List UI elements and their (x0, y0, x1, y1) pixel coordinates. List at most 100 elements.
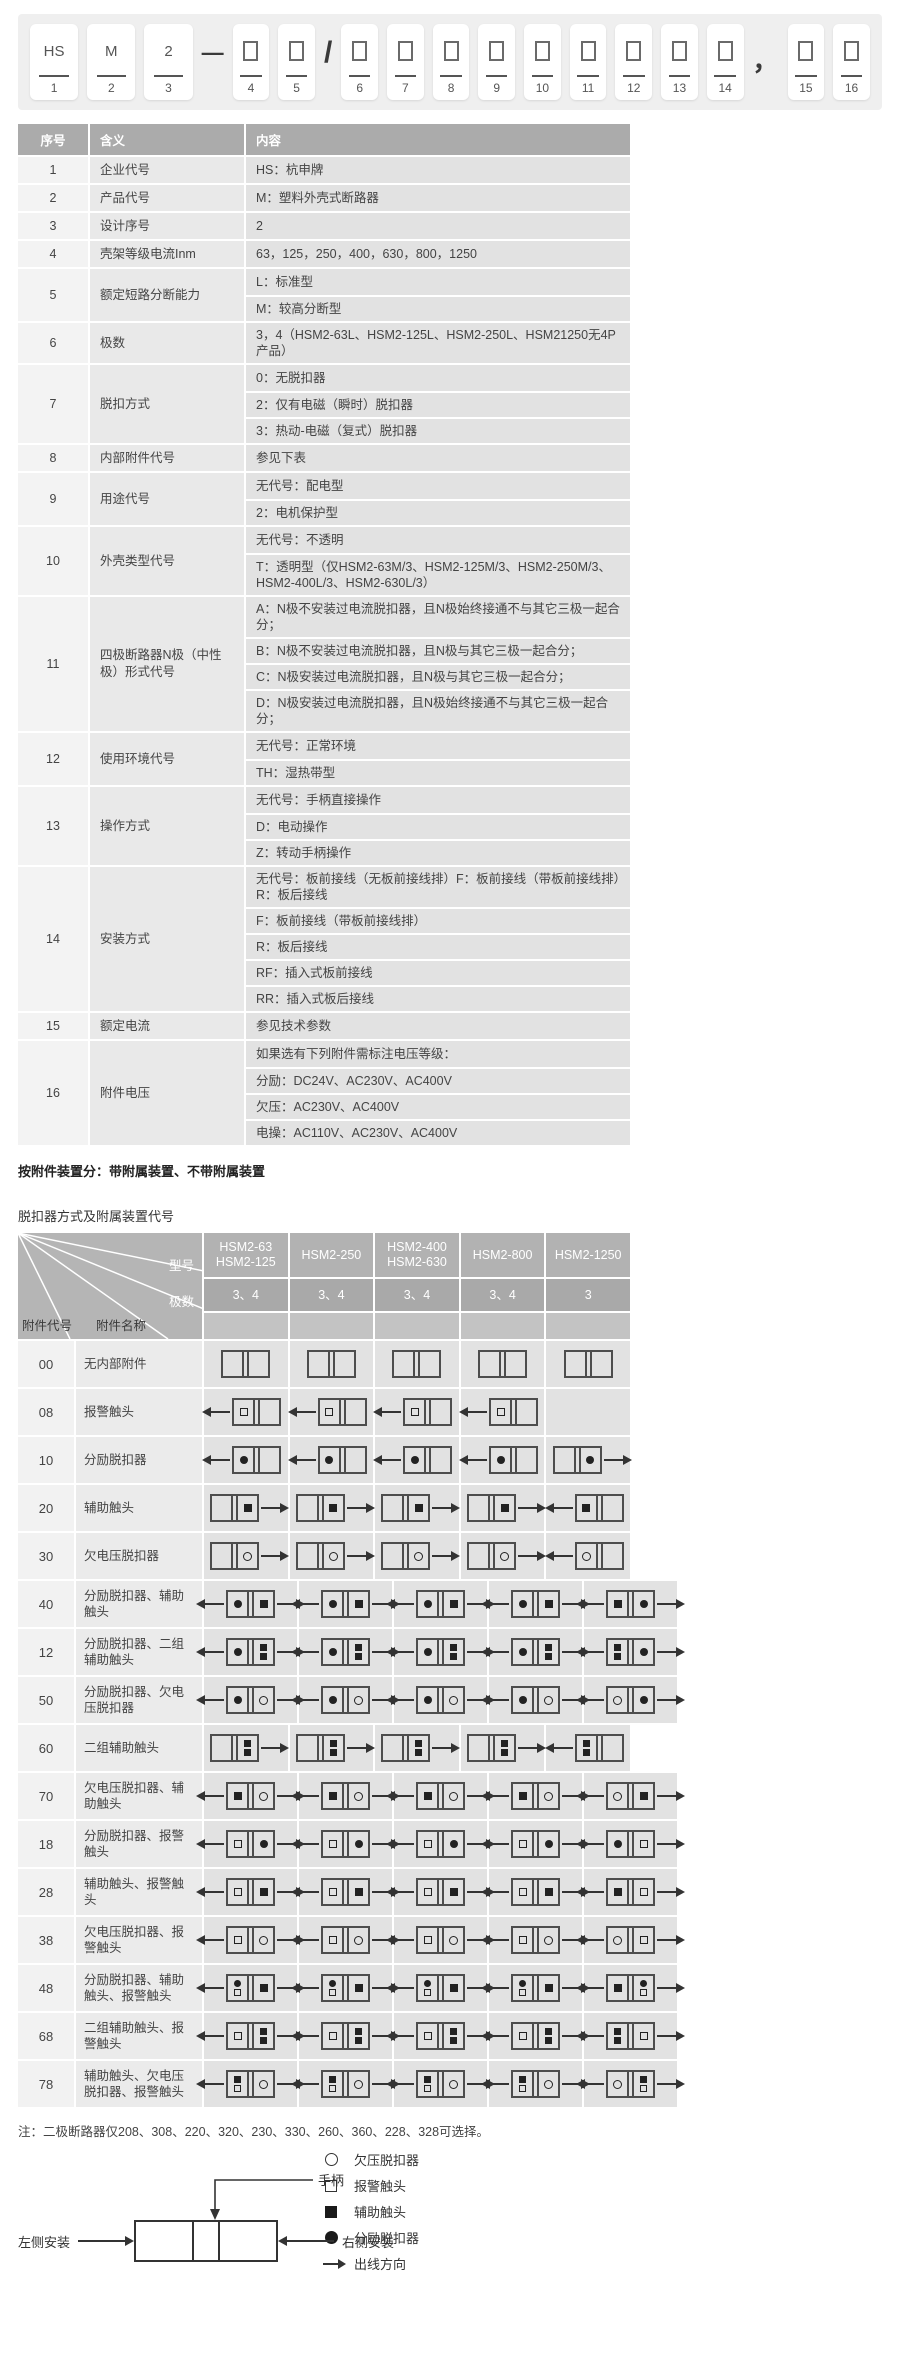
accessory-schematic (210, 1494, 290, 1522)
breaker-left-compartment (136, 2222, 192, 2260)
exit-arrow-left-icon (386, 2031, 414, 2041)
content-line: 2：仅有电磁（瞬时）脱扣器 (246, 391, 630, 417)
accessory-schematic (291, 1926, 400, 1954)
fsq-icon (354, 1888, 363, 1896)
sq-icon (410, 1408, 419, 1416)
breaker-outline (416, 1590, 465, 1618)
schematic-cell (375, 1341, 461, 1387)
breaker-outline (226, 2070, 275, 2098)
accessory-code: 20 (18, 1485, 76, 1531)
left-slot (513, 1976, 532, 2000)
sq-icon (233, 2032, 242, 2040)
table-row: 7 脱扣方式 0：无脱扣器 2：仅有电磁（瞬时）脱扣器 3：热动-电磁（复式）脱扣器 (18, 363, 630, 443)
left-slot (480, 1352, 499, 1376)
underline (486, 75, 508, 77)
accessory-schematic (196, 1590, 305, 1618)
breaker-outline (511, 2022, 560, 2050)
right-slot (349, 2072, 368, 2096)
stacked-symbols (450, 2028, 457, 2044)
fsq-icon (234, 2076, 241, 2083)
underline (440, 75, 462, 77)
left-slot (608, 1832, 627, 1856)
accessory-code: 28 (18, 1869, 76, 1915)
accessory-code: 18 (18, 1821, 76, 1867)
accessory-row: 38 欠电压脱扣器、报警触头 (18, 1915, 685, 1963)
handle-slot (342, 1976, 349, 2000)
accessory-name: 分励脱扣器、辅助触头 (76, 1581, 204, 1627)
schematic-cell (459, 1437, 547, 1483)
breaker-outline (606, 1830, 655, 1858)
dot-icon (328, 1600, 337, 1608)
fsq-icon (544, 1600, 553, 1608)
handle-slot (342, 1688, 349, 1712)
accessory-schematic (210, 1734, 290, 1762)
sq-icon (640, 2085, 647, 2092)
designation-box-1: HS 1 (30, 24, 79, 100)
right-slot (444, 1928, 463, 1952)
breaker-outline (511, 1686, 560, 1714)
dot-icon (496, 1456, 505, 1464)
accessory-table-columns: HSM2-63 HSM2-125 HSM2-250 HSM2-400 HSM2-630 H… (204, 1233, 630, 1339)
left-slot (418, 1928, 437, 1952)
accessory-code: 78 (18, 2061, 76, 2107)
row-meaning: 用途代号 (90, 473, 246, 525)
stacked-symbols (519, 1980, 526, 1996)
blank-square-icon (289, 30, 305, 72)
exit-arrow-left-icon (291, 1983, 319, 1993)
breaker-outline (416, 1638, 465, 1666)
breaker-outline (295, 1542, 345, 1570)
schematic-cell (546, 1389, 630, 1435)
accessory-code: 30 (18, 1533, 76, 1579)
circ-icon (544, 2079, 553, 2089)
exit-arrow-left-icon (481, 1647, 509, 1657)
exit-arrow-left-icon (544, 1551, 573, 1561)
right-slot (349, 2024, 368, 2048)
content-line: 无代号：正常环境 (256, 739, 357, 753)
schematic-cell (481, 1821, 590, 1867)
schematic-cell (291, 1629, 400, 1675)
left-slot (228, 1688, 247, 1712)
dot-icon (639, 1648, 648, 1656)
breaker-outline (317, 1398, 367, 1426)
poles-cell: 3、4 (204, 1279, 290, 1313)
right-slot (254, 2024, 273, 2048)
sq-icon (328, 1936, 337, 1944)
schematic-cell (386, 1821, 495, 1867)
handle-slot (247, 1976, 254, 2000)
left-slot (513, 1640, 532, 1664)
left-slot (323, 1832, 342, 1856)
row-number: 10 (18, 527, 90, 595)
left-slot (608, 2024, 627, 2048)
schematic-cell (386, 1965, 495, 2011)
circ-icon (544, 1935, 553, 1945)
fsq-icon (415, 1749, 423, 1756)
stacked-symbols (260, 2028, 267, 2044)
right-slot (409, 1736, 428, 1760)
table-row: 16 附件电压 如果选有下列附件需标注电压等级： 分励：DC24V、AC230V、AC… (18, 1039, 630, 1145)
exit-arrow-right-icon (657, 1839, 685, 1849)
breaker-outline (321, 1782, 370, 1810)
left-slot (228, 1880, 247, 1904)
content-line: D：电动操作 (246, 813, 630, 839)
left-slot (577, 1736, 596, 1760)
exit-arrow-left-icon (196, 1887, 224, 1897)
exit-arrow-right-icon (657, 1647, 685, 1657)
handle-slot (584, 1352, 592, 1376)
accessory-schematic (196, 1782, 305, 1810)
accessory-schematic (291, 1974, 400, 2002)
accessory-code: 08 (18, 1389, 76, 1435)
underline (531, 75, 554, 77)
blank-square (671, 41, 687, 61)
left-slot (298, 1544, 317, 1568)
position-number: 3 (165, 81, 172, 95)
position-number: 10 (535, 81, 550, 95)
corner-model-label: 型号 (168, 1259, 194, 1273)
dot-icon (423, 1600, 432, 1608)
schematic-cell (291, 1869, 400, 1915)
right-slot (249, 1352, 268, 1376)
left-slot (418, 1976, 437, 2000)
fsq-icon (614, 2037, 621, 2044)
handle-slot (437, 1928, 444, 1952)
content-line: 63，125，250，400，630，800，1250 (256, 247, 477, 261)
